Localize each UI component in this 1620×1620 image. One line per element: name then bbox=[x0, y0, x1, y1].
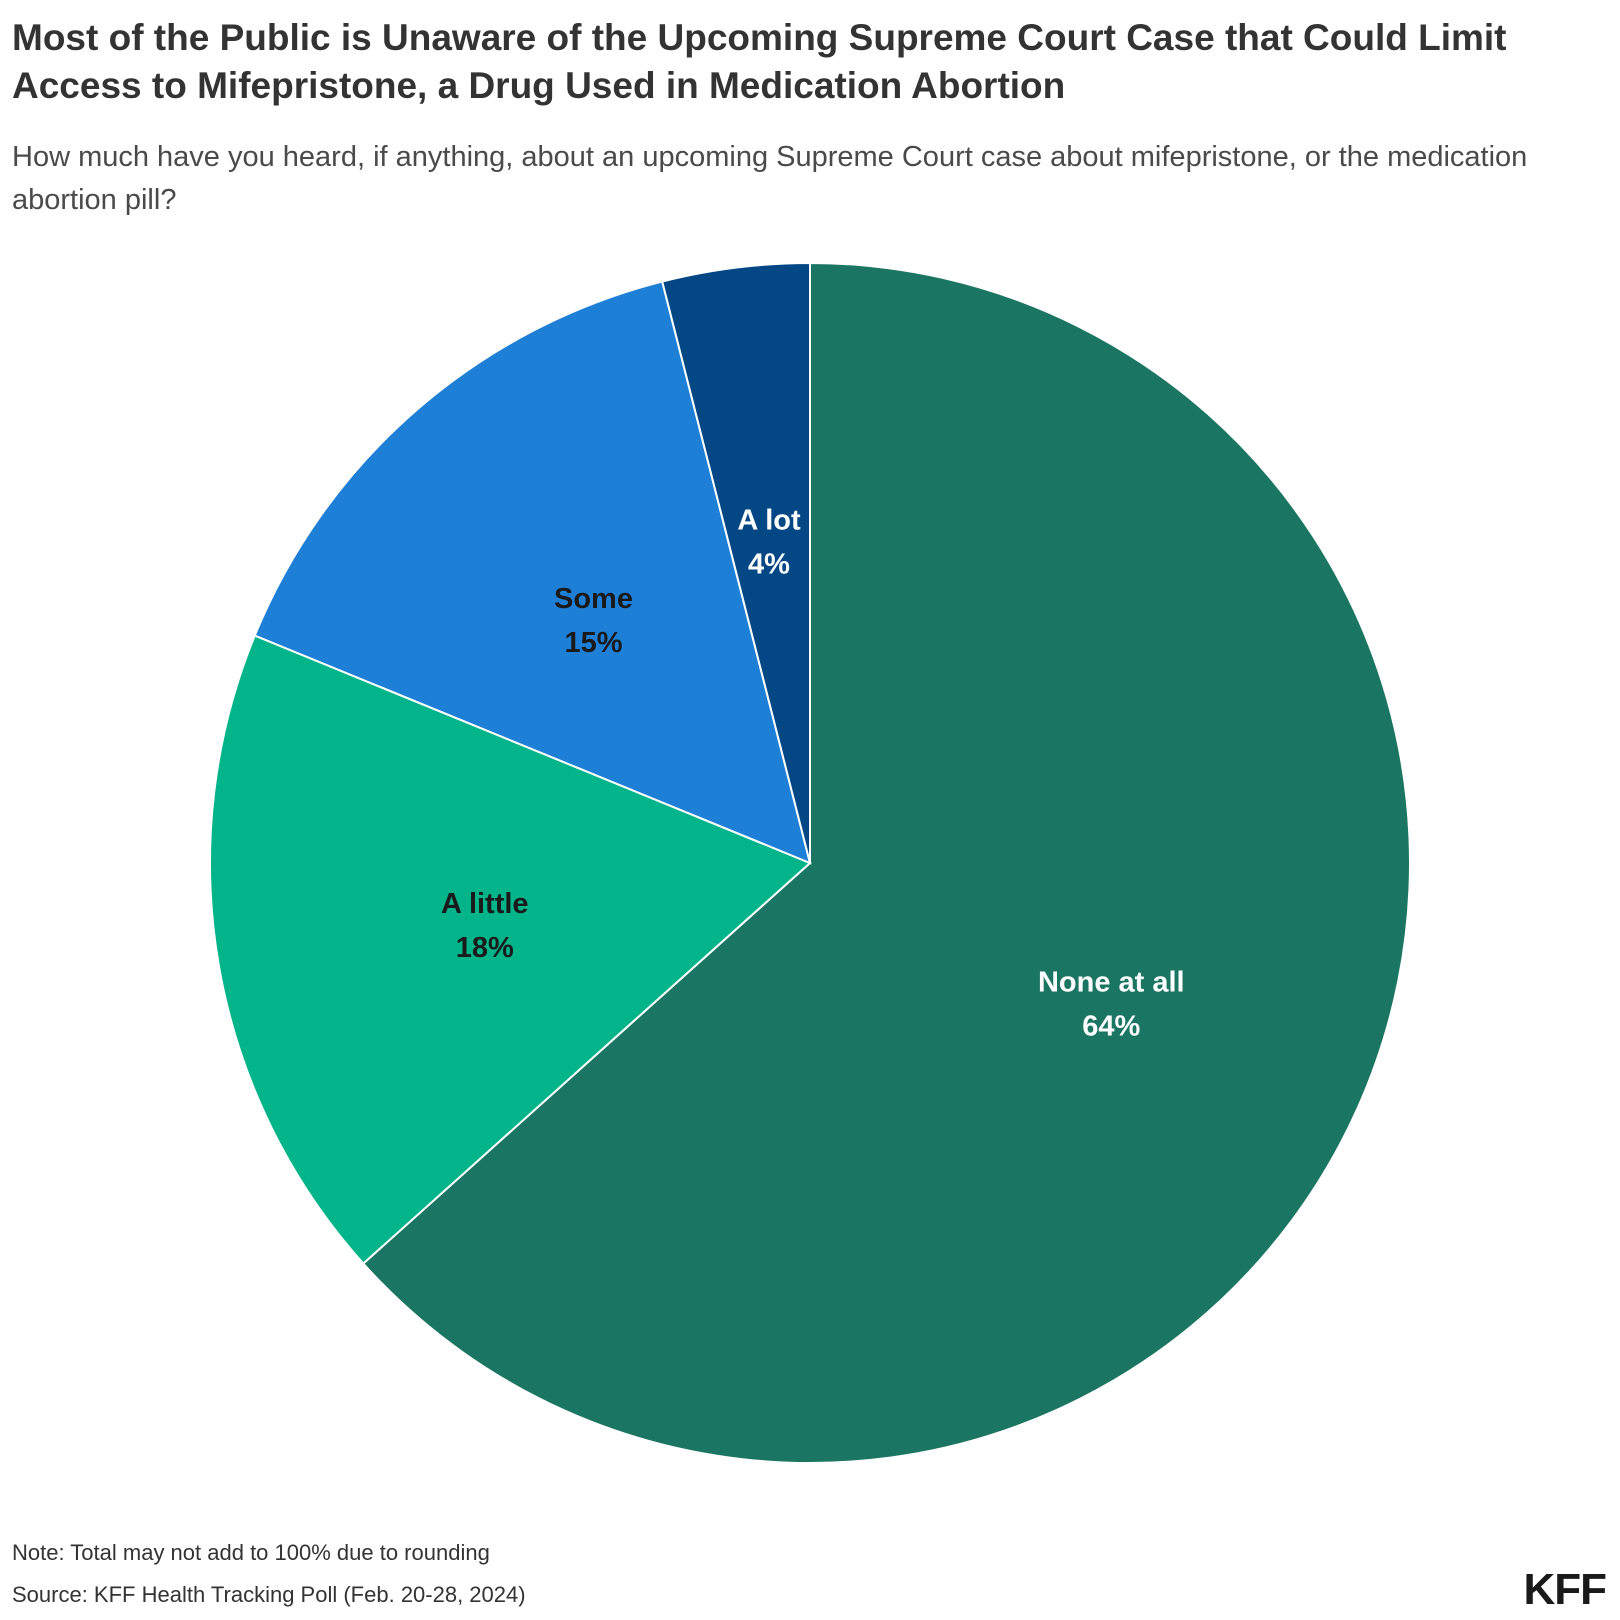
slice-value-a-little: 18% bbox=[456, 932, 514, 964]
slice-value-some: 15% bbox=[564, 627, 622, 659]
slice-label-some: Some bbox=[554, 583, 633, 615]
slice-label-none-at-all: None at all bbox=[1038, 967, 1185, 999]
chart-note: Note: Total may not add to 100% due to r… bbox=[12, 1540, 490, 1565]
pie-slice-some bbox=[253, 280, 812, 865]
kff-logo: KFF bbox=[1523, 1565, 1607, 1614]
chart-source: Source: KFF Health Tracking Poll (Feb. 2… bbox=[12, 1582, 526, 1607]
pie-slice-a-lot bbox=[661, 261, 811, 864]
slice-label-a-lot: A lot bbox=[737, 505, 801, 537]
chart-title: Most of the Public is Unaware of the Upc… bbox=[12, 17, 1507, 106]
pie-slice-none-at-all bbox=[361, 261, 1411, 1464]
slice-label-a-little: A little bbox=[441, 888, 529, 920]
slice-value-a-lot: 4% bbox=[748, 549, 790, 581]
chart-subtitle: How much have you heard, if anything, ab… bbox=[12, 141, 1528, 216]
pie-slice-a-little bbox=[209, 634, 812, 1265]
slice-value-none-at-all: 64% bbox=[1082, 1011, 1140, 1043]
